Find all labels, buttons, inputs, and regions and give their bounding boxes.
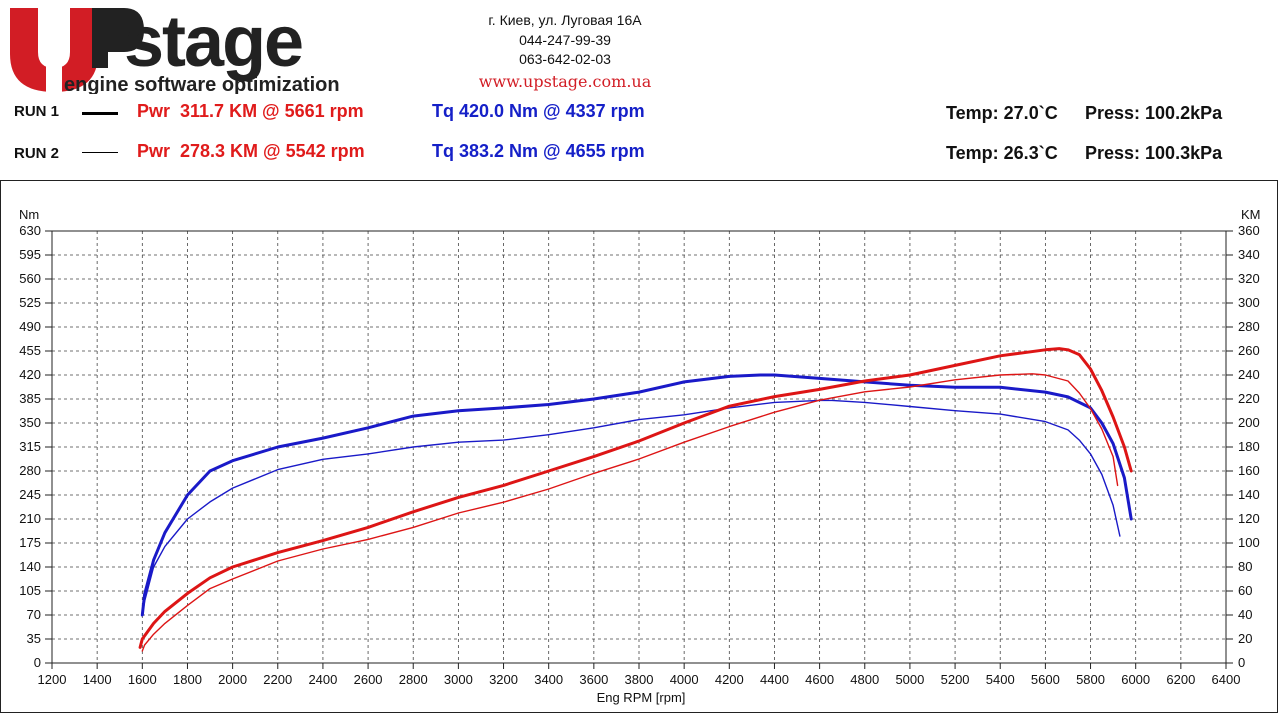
contact-address: г. Киев, ул. Луговая 16А — [488, 12, 642, 28]
run-2-press: Press: 100.3kPa — [1085, 143, 1223, 163]
y-tick-left-label: 105 — [19, 583, 41, 598]
x-tick-label: 2200 — [263, 672, 292, 687]
y-tick-left-label: 35 — [27, 631, 41, 646]
x-tick-label: 3600 — [579, 672, 608, 687]
x-tick-label: 4200 — [715, 672, 744, 687]
x-axis-ticks: 1200 1400 1600 1800 2000 2200 2400 2600 2800 3000… — [38, 663, 1241, 687]
y-tick-left-label: 210 — [19, 511, 41, 526]
x-tick-label: 5000 — [895, 672, 924, 687]
logo-u-mark — [10, 8, 144, 94]
y-tick-right-label: 240 — [1238, 367, 1260, 382]
y-axis-left-label: Nm — [19, 207, 39, 222]
y-tick-right-label: 80 — [1238, 559, 1252, 574]
y-tick-left-label: 560 — [19, 271, 41, 286]
run-1-torque: Tq 420.0 Nm @ 4337 rpm — [432, 101, 645, 121]
y-tick-left-label: 420 — [19, 367, 41, 382]
x-tick-label: 3000 — [444, 672, 473, 687]
run-1-temp: Temp: 27.0`C — [946, 103, 1058, 123]
y-tick-left-label: 630 — [19, 223, 41, 238]
contact-website[interactable]: www.upstage.com.ua — [478, 72, 652, 91]
x-tick-label: 3800 — [625, 672, 654, 687]
y-tick-left-label: 175 — [19, 535, 41, 550]
y-tick-right-label: 260 — [1238, 343, 1260, 358]
x-tick-label: 1800 — [173, 672, 202, 687]
y-tick-right-label: 160 — [1238, 463, 1260, 478]
y-tick-right-label: 100 — [1238, 535, 1260, 550]
y-tick-right-label: 120 — [1238, 511, 1260, 526]
dyno-chart-frame: 0 35 70 105 140 175 210 245 280 315 350 385 420 455 49… — [0, 180, 1278, 713]
x-tick-label: 6000 — [1121, 672, 1150, 687]
x-tick-label: 3200 — [489, 672, 518, 687]
x-tick-label: 1600 — [128, 672, 157, 687]
y-tick-left-label: 280 — [19, 463, 41, 478]
x-tick-label: 4800 — [850, 672, 879, 687]
x-tick-label: 6200 — [1166, 672, 1195, 687]
y-tick-left-label: 0 — [34, 655, 41, 670]
x-tick-label: 4600 — [805, 672, 834, 687]
y-tick-left-label: 525 — [19, 295, 41, 310]
logo-wordmark: stage — [124, 2, 302, 82]
y-tick-right-label: 320 — [1238, 271, 1260, 286]
right-axis-ticks: 0 20 40 60 80 100 120 140 160 180 200 220 240 260 280 3… — [1226, 223, 1260, 670]
run-1-press: Press: 100.2kPa — [1085, 103, 1223, 123]
run-2-temp: Temp: 26.3`C — [946, 143, 1058, 163]
y-tick-right-label: 280 — [1238, 319, 1260, 334]
y-tick-right-label: 300 — [1238, 295, 1260, 310]
y-tick-right-label: 0 — [1238, 655, 1245, 670]
x-tick-label: 2600 — [354, 672, 383, 687]
y-tick-right-label: 200 — [1238, 415, 1260, 430]
x-tick-label: 6400 — [1212, 672, 1241, 687]
contact-phone-2: 063-642-02-03 — [519, 51, 611, 67]
y-tick-left-label: 455 — [19, 343, 41, 358]
y-tick-right-label: 180 — [1238, 439, 1260, 454]
run-2-torque: Tq 383.2 Nm @ 4655 rpm — [432, 141, 645, 161]
contact-phone-1: 044-247-99-39 — [519, 32, 611, 48]
x-tick-label: 5600 — [1031, 672, 1060, 687]
y-tick-right-label: 220 — [1238, 391, 1260, 406]
logo-tagline: engine software optimization — [64, 74, 340, 94]
dyno-chart: 0 35 70 105 140 175 210 245 280 315 350 385 420 455 49… — [19, 207, 1261, 705]
x-tick-label: 2000 — [218, 672, 247, 687]
y-tick-left-label: 70 — [27, 607, 41, 622]
y-tick-right-label: 20 — [1238, 631, 1252, 646]
run-2-line-sample — [82, 152, 118, 153]
y-tick-left-label: 315 — [19, 439, 41, 454]
x-axis-label: Eng RPM [rpm] — [597, 690, 686, 705]
run-1-label: RUN 1 — [14, 103, 60, 120]
y-tick-right-label: 360 — [1238, 223, 1260, 238]
run-2-label: RUN 2 — [14, 145, 60, 162]
x-tick-label: 4000 — [670, 672, 699, 687]
x-tick-label: 2800 — [399, 672, 428, 687]
x-tick-label: 5800 — [1076, 672, 1105, 687]
x-tick-label: 3400 — [534, 672, 563, 687]
torque-curve-bold — [140, 373, 1133, 617]
upstage-logo: stage engine software optimization — [10, 2, 340, 94]
y-tick-left-label: 595 — [19, 247, 41, 262]
x-tick-label: 1400 — [83, 672, 112, 687]
power-curve-bold — [138, 347, 1133, 649]
y-tick-left-label: 385 — [19, 391, 41, 406]
x-tick-label: 5200 — [941, 672, 970, 687]
x-tick-label: 4400 — [760, 672, 789, 687]
x-tick-label: 5400 — [986, 672, 1015, 687]
run-2-power: Pwr 278.3 KM @ 5542 rpm — [137, 141, 365, 161]
y-tick-left-label: 245 — [19, 487, 41, 502]
y-axis-right-label: KM — [1241, 207, 1261, 222]
y-tick-right-label: 140 — [1238, 487, 1260, 502]
y-tick-right-label: 40 — [1238, 607, 1252, 622]
run-1-power: Pwr 311.7 KM @ 5661 rpm — [137, 101, 364, 121]
x-tick-label: 1200 — [38, 672, 67, 687]
y-tick-right-label: 340 — [1238, 247, 1260, 262]
y-tick-right-label: 60 — [1238, 583, 1252, 598]
left-axis-ticks: 0 35 70 105 140 175 210 245 280 315 350 385 420 455 49… — [19, 223, 52, 670]
torque-curve-thin — [141, 399, 1121, 616]
x-tick-label: 2400 — [308, 672, 337, 687]
grid — [51, 230, 1227, 664]
y-tick-left-label: 490 — [19, 319, 41, 334]
y-tick-left-label: 350 — [19, 415, 41, 430]
y-tick-left-label: 140 — [19, 559, 41, 574]
run-1-line-sample — [82, 112, 118, 115]
power-curve-thin — [141, 373, 1119, 652]
series-lines — [138, 347, 1133, 652]
